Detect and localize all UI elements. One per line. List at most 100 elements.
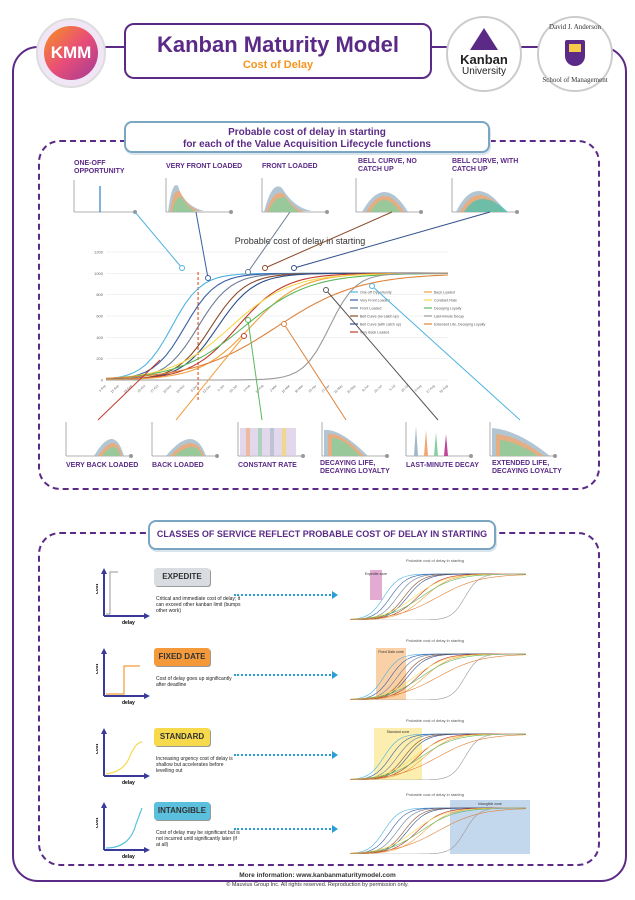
y-tick-label: 800	[96, 292, 103, 297]
mini-chart-title: Probable cost of delay in starting	[406, 638, 464, 643]
class-label: INTANGIBLE	[154, 802, 210, 820]
y-tick-label: 600	[96, 314, 103, 319]
footer-copyright: © Mauvius Group Inc. All rights reserved…	[226, 882, 409, 888]
axis-x-label: delay	[122, 780, 135, 786]
series-line	[106, 272, 449, 381]
zone-chart-series	[349, 574, 527, 620]
legend-label: Constant Rate	[434, 299, 457, 303]
mini-chart-constant-rate	[237, 422, 305, 458]
mini-chart-decaying-life	[321, 422, 389, 458]
cost-delay-axes: cost delay	[96, 648, 150, 706]
class-description: Increasing urgency cost of delay is shal…	[156, 756, 233, 774]
mini-chart-one-off	[73, 180, 137, 214]
axis-y-label: cost	[96, 663, 100, 674]
x-tick-label: 16-Mar	[281, 383, 292, 394]
x-tick-label: 22-Jun	[373, 384, 383, 394]
label-last-minute-decay: LAST-MINUTE DECAY	[406, 462, 479, 469]
legend-label: Bell Curve (with catch up)	[360, 323, 401, 327]
mini-chart-back-loaded	[151, 422, 219, 458]
y-tick-label: 1000	[94, 271, 104, 276]
class-curve	[106, 571, 118, 615]
section2-heading: CLASSES OF SERVICE REFLECT PROBABLE COST…	[148, 520, 496, 550]
x-tick-label: 29-Sep	[123, 384, 133, 394]
class-of-service-row: cost delay FIXED DATE Cost of delay goes…	[96, 646, 536, 718]
legend-label: Very Back Loaded	[360, 331, 389, 335]
cost-delay-axes: cost delay	[96, 802, 150, 860]
x-tick-label: 20-Jul	[400, 384, 409, 393]
x-tick-label: 8-Jun	[361, 384, 370, 393]
ku-line1: Kanban	[460, 52, 508, 67]
label-very-back-loaded: VERY BACK LOADED	[66, 462, 139, 469]
axis-y-label: cost	[96, 817, 100, 828]
x-tick-label: 25-May	[346, 384, 357, 395]
class-label: EXPEDITE	[154, 568, 210, 586]
x-tick-label: 5-Jan	[217, 384, 226, 393]
cost-of-delay-chart: Probable cost of delay in starting 0 200 4…	[94, 236, 486, 400]
section1-heading: Probable cost of delay in starting for e…	[124, 121, 490, 153]
school-of-management-logo: David J. Anderson School of Management	[537, 16, 613, 92]
x-tick-label: 19-Jan	[229, 384, 239, 394]
class-description: Critical and immediate cost of delay; it…	[156, 596, 241, 614]
mini-chart-very-back-loaded	[65, 422, 133, 458]
zone-chart-series	[350, 653, 526, 700]
zone-chart-series	[350, 573, 526, 620]
mini-chart-very-front-loaded	[165, 178, 233, 214]
y-tick-label: 1200	[94, 250, 104, 255]
zone-highlight	[376, 648, 406, 700]
zone-chart-series	[349, 734, 527, 780]
axis-y-label: cost	[96, 583, 100, 594]
label-decaying-life: DECAYING LIFE, DECAYING LOYALTY	[320, 460, 390, 475]
class-zone-chart: Probable cost of delay in starting Expedi…	[340, 556, 530, 620]
x-tick-label: 10-Nov	[162, 384, 172, 394]
mini-chart-bell-catch-up	[451, 178, 519, 214]
zone-label: Fixed Date zone	[378, 650, 404, 654]
section1-heading-line2: for each of the Value Acquisition Lifecy…	[182, 139, 431, 150]
legend-label: One-off Opportunity	[360, 291, 392, 295]
crest-icon	[565, 40, 585, 66]
class-curve	[105, 741, 143, 775]
y-tick-label: 200	[96, 356, 103, 361]
label-bell-no-catch-up: BELL CURVE, NO CATCH UP	[358, 158, 417, 173]
x-tick-label: 11-May	[333, 384, 343, 394]
x-tick-label: 13-Apr	[308, 383, 318, 393]
series-line	[105, 274, 449, 379]
kanban-university-logo: Kanban University	[446, 16, 522, 92]
legend-label: Extended Life, Decaying Loyalty	[434, 323, 486, 327]
footer-more-info: More information: www.kanbanmaturitymode…	[239, 872, 396, 879]
dotted-arrow	[234, 751, 338, 759]
cost-delay-axes: cost delay	[96, 728, 150, 786]
x-tick-label: 22-Dec	[202, 384, 212, 394]
title-box: Kanban Maturity Model Cost of Delay	[124, 23, 432, 79]
cost-delay-axes: cost delay	[96, 568, 150, 626]
label-front-loaded: FRONT LOADED	[262, 163, 318, 170]
mini-chart-title: Probable cost of delay in starting	[406, 718, 464, 723]
x-tick-label: 27-Oct	[150, 384, 160, 394]
x-tick-label: 31-Aug	[439, 384, 449, 394]
triangle-icon	[470, 28, 498, 50]
x-tick-label: 17-Aug	[425, 384, 435, 394]
y-tick-label: 0	[101, 378, 104, 383]
mini-chart-bell-no-catch-up	[355, 178, 423, 214]
x-tick-label: 3-Aug	[414, 384, 423, 393]
legend-label: Back Loaded	[434, 291, 455, 295]
class-of-service-row: cost delay STANDARD Increasing urgency c…	[96, 726, 536, 798]
label-bell-catch-up: BELL CURVE, WITH CATCH UP	[452, 158, 519, 173]
x-tick-label: 2-Feb	[243, 384, 252, 393]
x-tick-label: 6-Jul	[388, 384, 396, 392]
legend-label: Last-minute Decay	[434, 315, 464, 319]
x-tick-label: 1-Sep	[98, 384, 107, 393]
x-tick-label: 30-Mar	[294, 383, 305, 394]
zone-label: Intangible zone	[478, 802, 502, 806]
chart-title: Probable cost of delay in starting	[235, 236, 366, 246]
section1-heading-line1: Probable cost of delay in starting	[228, 127, 386, 138]
axis-x-label: delay	[122, 620, 135, 626]
kmm-logo: KMM	[36, 18, 106, 88]
zone-label: Standard zone	[387, 730, 410, 734]
zone-chart-series	[349, 808, 527, 854]
x-tick-label: 16-Feb	[255, 384, 265, 394]
x-tick-label: 13-Oct	[137, 384, 147, 394]
mini-chart-title: Probable cost of delay in starting	[406, 792, 464, 797]
legend-label: Decaying Loyalty	[434, 307, 462, 311]
legend-label: Bell Curve (no catch up)	[360, 315, 399, 319]
class-description: Cost of delay may be significant but is …	[156, 830, 240, 848]
